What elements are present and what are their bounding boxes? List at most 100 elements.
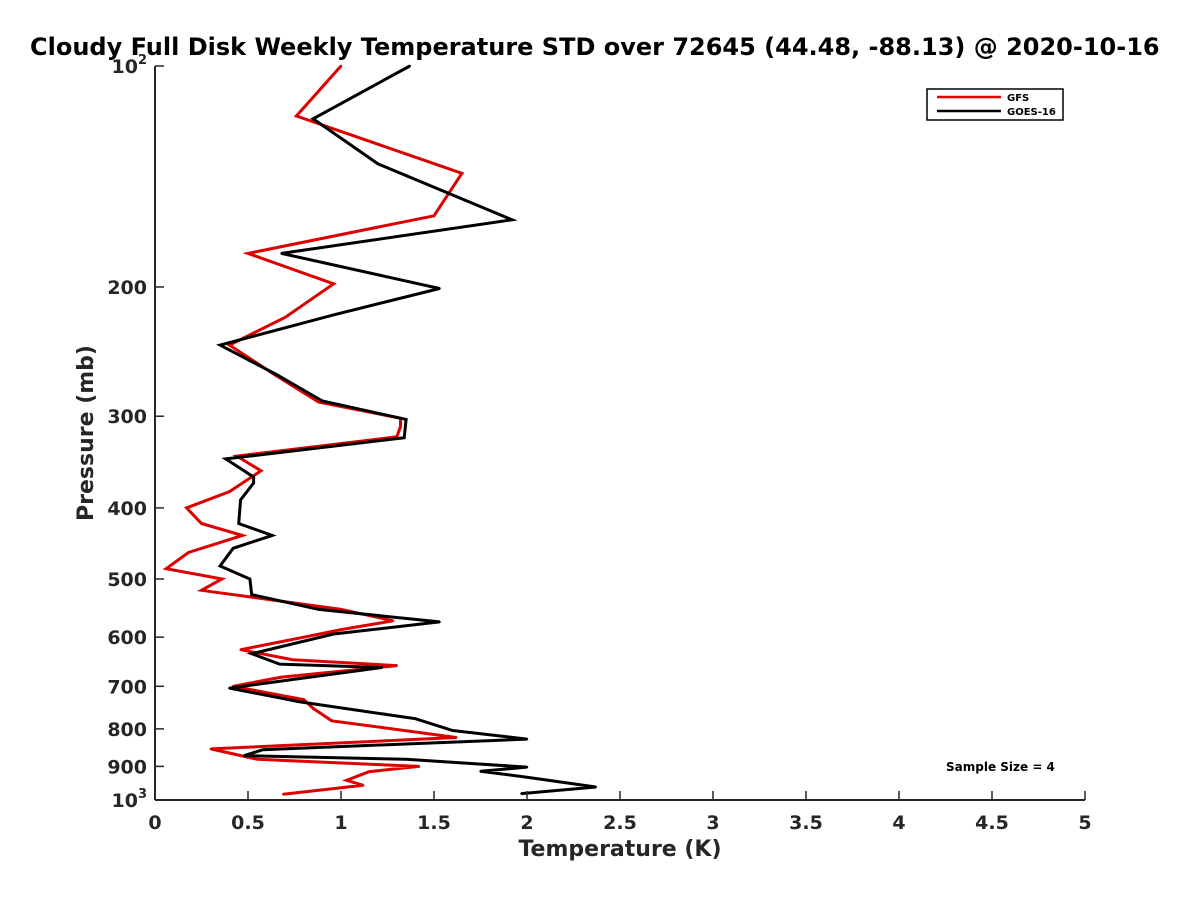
x-tick-label: 1.5 — [417, 812, 451, 834]
data-point-gfs — [311, 707, 315, 710]
x-tick-label: 4 — [892, 812, 905, 834]
data-point-goes-16 — [252, 481, 255, 485]
data-point-goes-16 — [274, 373, 278, 376]
legend-label-gfs: GFS — [1007, 93, 1029, 104]
y-axis-label: Pressure (mb) — [74, 345, 99, 521]
data-point-gfs — [362, 784, 365, 787]
data-point-gfs — [228, 343, 231, 347]
x-axis-ticks: 0 0.5 1 1.5 2 2.5 3 3.5 4 4.5 5 — [148, 791, 1092, 834]
data-point-gfs — [302, 636, 305, 639]
x-tick-label: 3.5 — [789, 812, 823, 834]
data-point-gfs — [209, 747, 212, 751]
y-tick-label: 900 — [107, 756, 147, 778]
data-point-gfs — [259, 469, 263, 472]
data-point-gfs — [200, 589, 203, 592]
data-point-gfs — [460, 172, 464, 175]
data-point-goes-16 — [525, 737, 529, 741]
data-point-goes-16 — [438, 620, 441, 624]
data-point-gfs — [339, 64, 343, 68]
x-tick-label: 5 — [1078, 812, 1091, 834]
y-tick-label: 500 — [107, 569, 147, 591]
data-point-gfs — [317, 400, 320, 404]
data-point-goes-16 — [520, 792, 523, 795]
x-tick-label: 1 — [334, 812, 347, 834]
data-point-goes-16 — [298, 677, 302, 680]
data-point-goes-16 — [243, 754, 246, 757]
data-point-goes-16 — [317, 608, 320, 611]
data-point-goes-16 — [510, 218, 514, 221]
sample-size-annotation: Sample Size = 4 — [946, 760, 1055, 774]
data-point-gfs — [332, 282, 335, 285]
data-point-gfs — [239, 648, 242, 651]
data-point-gfs — [187, 551, 190, 554]
y-tick-label: 600 — [107, 627, 147, 649]
x-tick-label: 0 — [148, 812, 161, 834]
data-point-goes-16 — [377, 162, 380, 166]
data-point-gfs — [395, 664, 398, 667]
data-point-gfs — [339, 628, 343, 631]
y-axis-ticks: 102 200 300 400 500 600 700 800 900 103 — [107, 53, 164, 812]
x-tick-label: 0.5 — [231, 812, 265, 834]
data-point-goes-16 — [280, 252, 283, 255]
data-point-goes-16 — [380, 666, 384, 669]
data-point-goes-16 — [250, 593, 253, 596]
data-point-goes-16 — [250, 652, 253, 655]
data-point-gfs — [165, 567, 168, 570]
y-tick-label: 400 — [107, 498, 147, 520]
data-point-gfs — [246, 252, 250, 255]
data-point-gfs — [284, 316, 287, 319]
data-point-goes-16 — [334, 313, 337, 316]
data-point-goes-16 — [228, 686, 231, 690]
data-point-goes-16 — [278, 662, 281, 666]
data-point-gfs — [291, 658, 294, 661]
data-point-gfs — [220, 577, 224, 581]
data-point-goes-16 — [403, 436, 406, 439]
data-point-goes-16 — [311, 117, 315, 121]
series-line-goes-16 — [215, 64, 597, 796]
data-point-goes-16 — [414, 717, 417, 720]
data-point-gfs — [241, 534, 244, 537]
legend: GFS GOES-16 — [926, 88, 1064, 121]
data-point-goes-16 — [298, 700, 302, 704]
x-tick-label: 3 — [706, 812, 719, 834]
data-point-goes-16 — [237, 522, 240, 525]
data-point-gfs — [330, 719, 333, 722]
legend-box — [926, 88, 1064, 121]
y-tick-label: 102 — [112, 53, 148, 78]
data-point-goes-16 — [239, 498, 242, 501]
data-point-gfs — [185, 506, 188, 510]
data-point-goes-16 — [321, 399, 324, 403]
data-point-goes-16 — [594, 785, 597, 789]
data-point-goes-16 — [525, 776, 529, 779]
y-tick-label: 200 — [107, 277, 147, 299]
data-point-goes-16 — [231, 547, 235, 550]
legend-label-goes-16: GOES-16 — [1007, 107, 1056, 118]
data-point-gfs — [228, 490, 231, 493]
data-point-gfs — [367, 770, 371, 773]
plot-area — [162, 64, 597, 796]
y-tick-label: 700 — [107, 676, 147, 698]
data-point-gfs — [280, 675, 283, 679]
data-point-goes-16 — [218, 343, 222, 347]
data-point-gfs — [455, 736, 458, 739]
data-point-gfs — [295, 114, 298, 118]
data-point-goes-16 — [332, 632, 335, 636]
data-point-goes-16 — [525, 765, 529, 769]
data-point-gfs — [282, 793, 285, 796]
data-point-goes-16 — [404, 418, 408, 421]
data-point-goes-16 — [271, 534, 274, 537]
data-point-goes-16 — [404, 758, 408, 761]
data-point-gfs — [417, 765, 421, 768]
data-point-goes-16 — [261, 748, 265, 751]
data-point-gfs — [432, 214, 436, 217]
data-point-goes-16 — [248, 577, 252, 581]
y-tick-label: 103 — [112, 787, 148, 812]
data-point-goes-16 — [451, 729, 454, 732]
data-point-gfs — [391, 619, 395, 622]
x-tick-label: 4.5 — [975, 812, 1009, 834]
data-point-gfs — [302, 698, 305, 701]
data-point-goes-16 — [479, 770, 482, 773]
y-tick-label: 800 — [107, 719, 147, 741]
x-axis-label: Temperature (K) — [518, 837, 721, 862]
